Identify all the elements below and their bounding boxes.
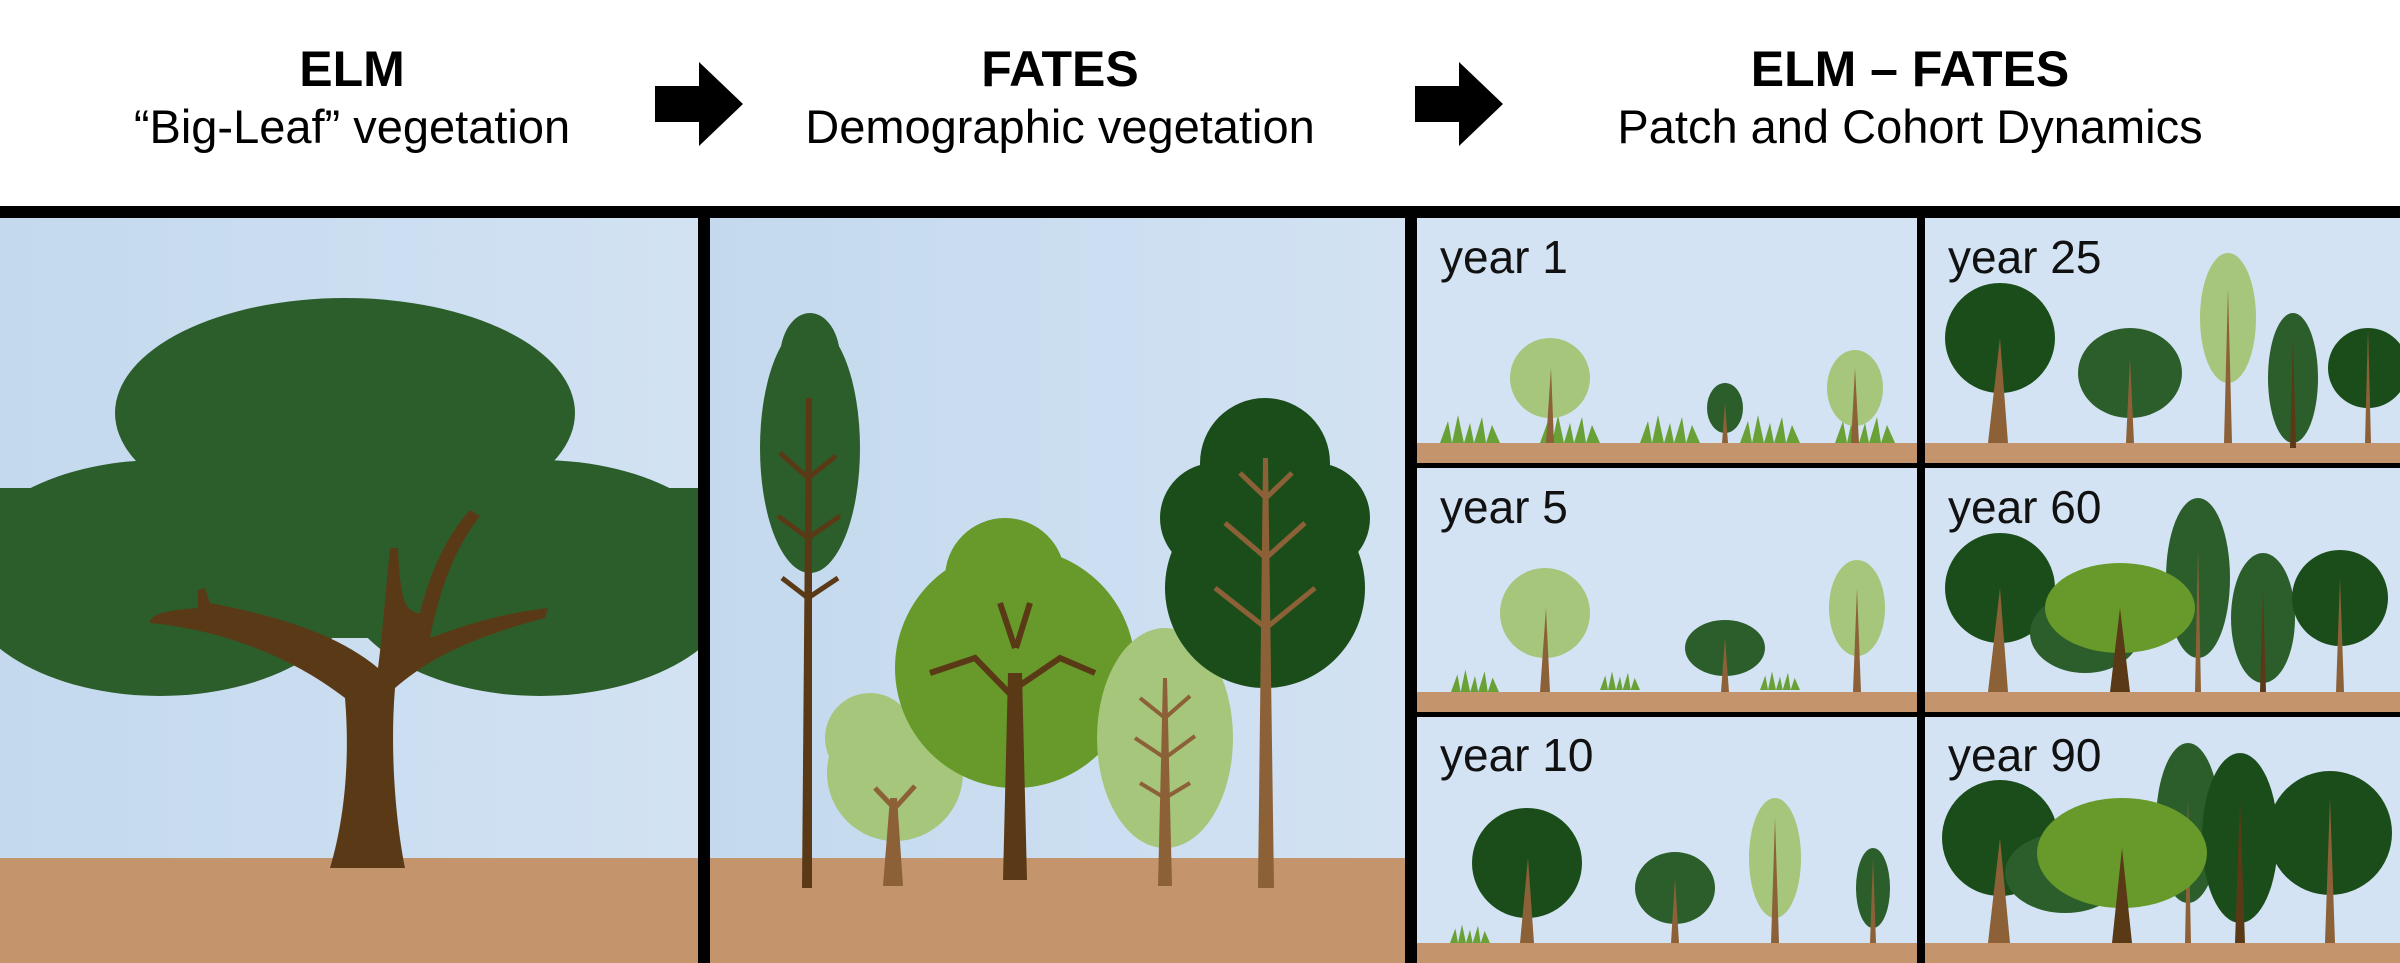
tree-icon: [2202, 753, 2278, 943]
tree-icon: [1945, 533, 2055, 692]
fates-header: FATES Demographic vegetation: [760, 40, 1360, 156]
tree-icon: [2292, 550, 2388, 692]
tree-icon: [1097, 628, 1233, 886]
vegetation-scene: [0, 218, 2400, 963]
tree-icon: [760, 313, 860, 888]
arrow-right-icon: [655, 62, 743, 146]
tree-icon: [895, 518, 1135, 880]
panel-label-year-90: year 90: [1948, 729, 2102, 781]
elm-fates-grid: [1417, 218, 2400, 963]
elm-panel: [0, 218, 740, 963]
panel-year-90: [1942, 743, 2392, 943]
tree-icon: [1707, 383, 1743, 443]
panel-label-year-1: year 1: [1440, 231, 1568, 283]
panel-label-year-10: year 10: [1440, 729, 1594, 781]
elm-title: ELM: [299, 41, 405, 97]
elm-fates-title: ELM – FATES: [1750, 41, 2070, 97]
tree-icon: [1827, 350, 1883, 443]
tree-icon: [1510, 338, 1590, 443]
tree-icon: [1856, 848, 1890, 943]
header: ELM “Big-Leaf” vegetation FATES Demograp…: [0, 0, 2400, 206]
tree-icon: [1160, 398, 1370, 888]
tree-icon: [1945, 283, 2055, 443]
panel-label-year-5: year 5: [1440, 481, 1568, 533]
header-divider: [0, 206, 2400, 218]
panel-year-1: [1440, 338, 1895, 443]
fates-title: FATES: [981, 41, 1139, 97]
elm-fates-subtitle: Patch and Cohort Dynamics: [1617, 100, 2203, 153]
arrow-right-icon: [1415, 62, 1503, 146]
elm-subtitle: “Big-Leaf” vegetation: [133, 100, 571, 153]
tree-icon: [1500, 568, 1590, 692]
tree-icon: [2268, 771, 2392, 943]
tree-icon: [2231, 553, 2295, 692]
elm-fates-header: ELM – FATES Patch and Cohort Dynamics: [1510, 40, 2310, 156]
tree-icon: [1472, 808, 1582, 943]
tree-icon: [2037, 798, 2207, 943]
panel-label-year-25: year 25: [1948, 231, 2102, 283]
tree-icon: [1635, 852, 1715, 943]
tree-icon: [1685, 620, 1765, 692]
panel-year-5: [1451, 560, 1885, 692]
elm-header: ELM “Big-Leaf” vegetation: [52, 40, 652, 156]
tree-icon: [2268, 313, 2318, 448]
tree-icon: [1749, 798, 1801, 943]
panel-year-10: [1450, 798, 1890, 943]
tree-icon: [2200, 253, 2256, 443]
big-leaf-tree-icon: [0, 298, 740, 868]
tree-icon: [2328, 328, 2400, 443]
fates-subtitle: Demographic vegetation: [805, 100, 1315, 153]
panel-year-60: [1945, 498, 2388, 692]
tree-icon: [2078, 328, 2182, 443]
panel-label-year-60: year 60: [1948, 481, 2102, 533]
tree-icon: [1829, 560, 1885, 692]
fates-panel: [710, 218, 1405, 963]
tree-icon: [2045, 563, 2195, 692]
panel-year-25: [1945, 253, 2400, 448]
